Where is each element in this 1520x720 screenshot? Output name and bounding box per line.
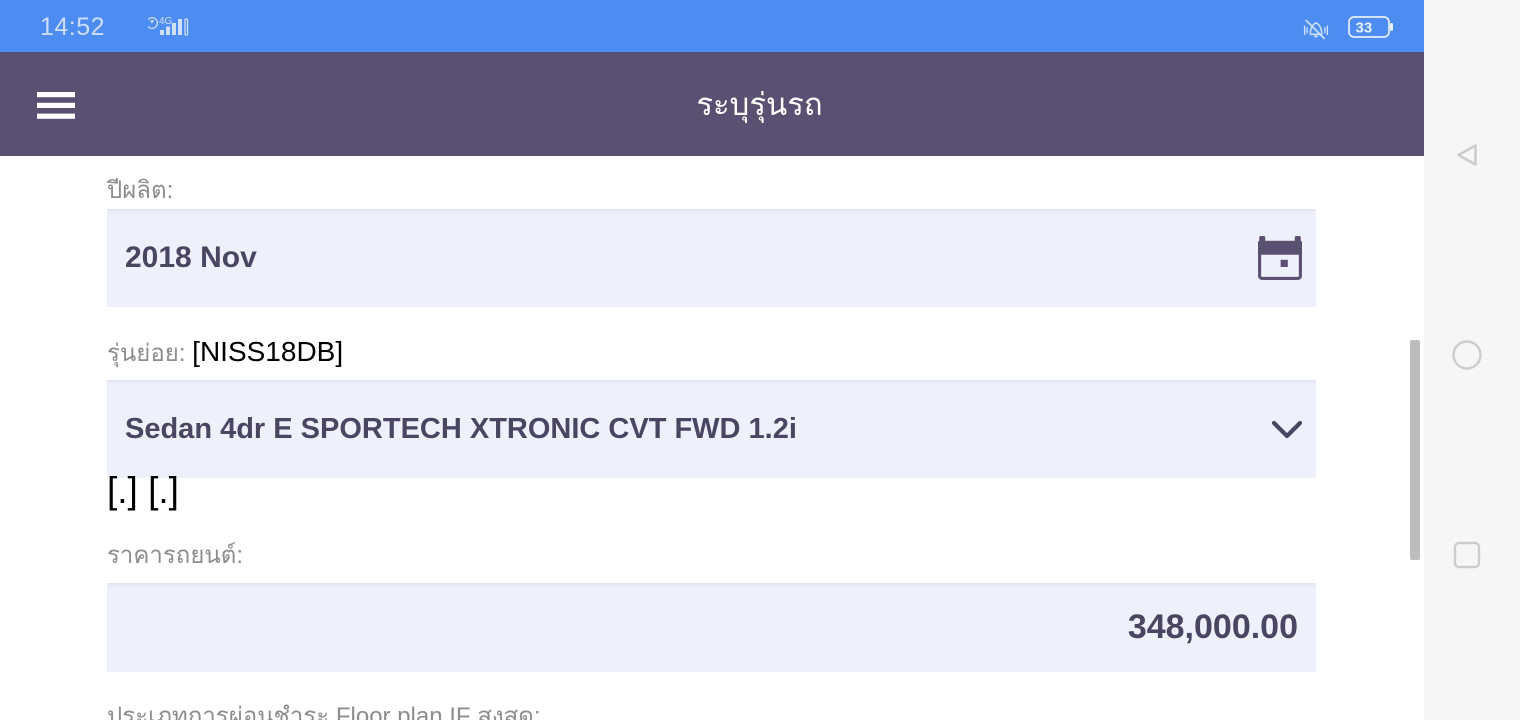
svg-text:4G: 4G xyxy=(159,16,173,27)
svg-text:33: 33 xyxy=(1356,20,1373,37)
